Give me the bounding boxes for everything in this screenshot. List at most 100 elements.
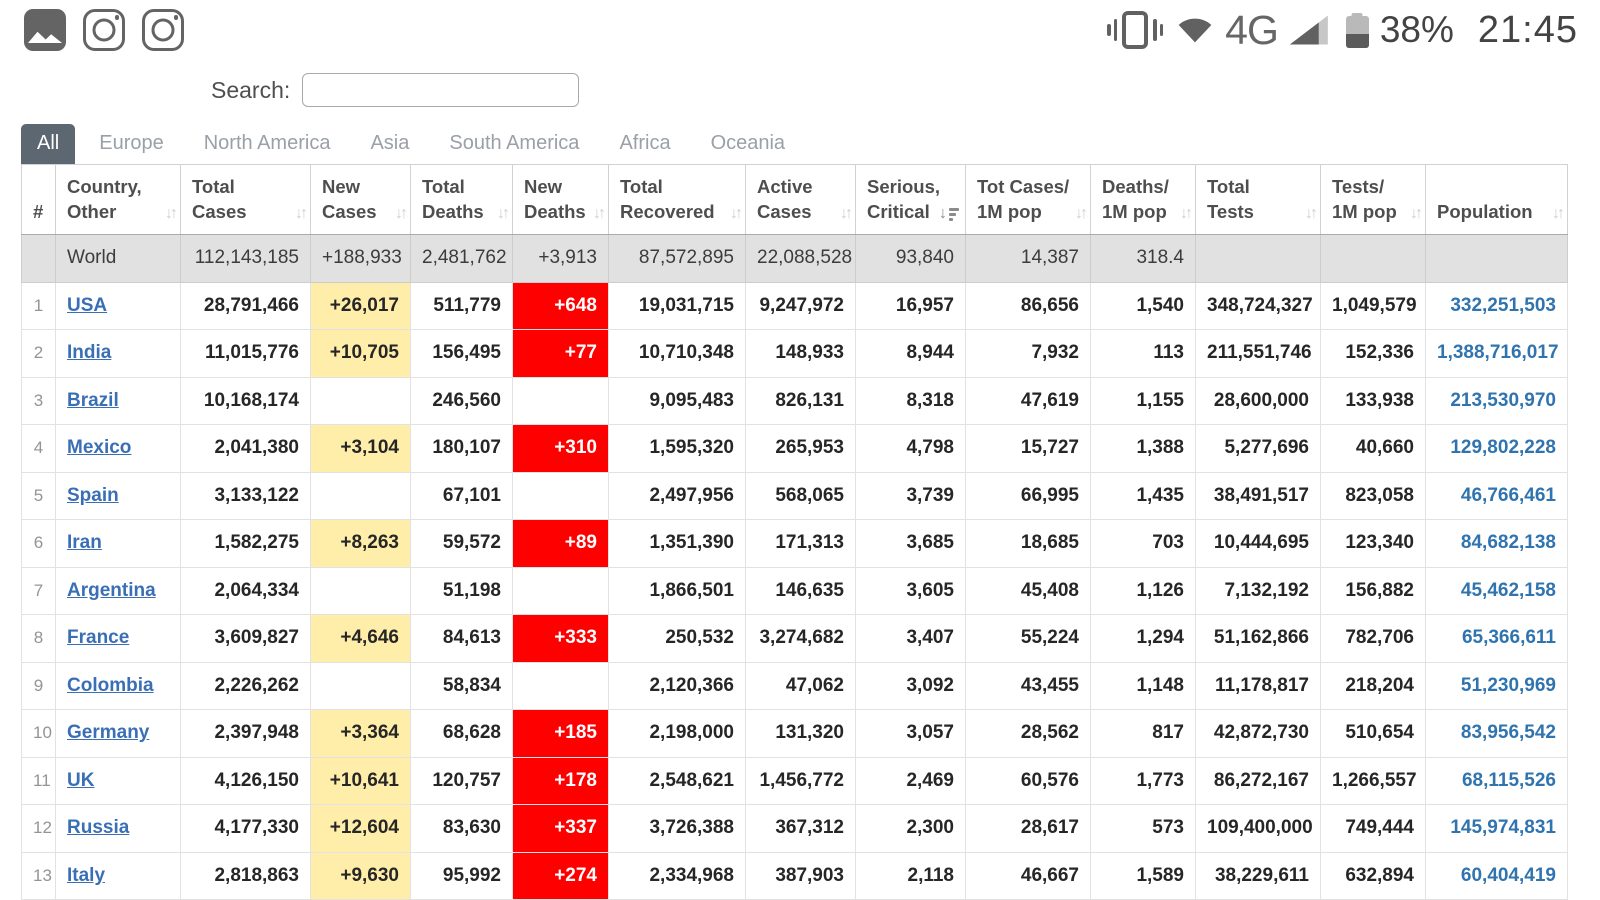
tab-all[interactable]: All	[21, 124, 76, 164]
population-cell	[1425, 234, 1568, 283]
table-row: 10 Germany 2,397,948 +3,364 68,628 +185 2,198,…	[21, 709, 1568, 758]
sort-icon: ↓↑	[1552, 205, 1565, 222]
country-link[interactable]: Russia	[67, 817, 130, 839]
population-link[interactable]: 68,115,526	[1461, 769, 1556, 791]
population-link[interactable]: 65,366,611	[1461, 627, 1556, 649]
tab-europe[interactable]: Europe	[99, 132, 164, 154]
col-header-new_deaths[interactable]: New Deaths ↓↑	[512, 164, 609, 235]
country-link[interactable]: Brazil	[67, 389, 119, 411]
country-cell: India	[55, 329, 181, 378]
deaths_1m-cell: 1,773	[1090, 756, 1196, 805]
deaths_1m-cell: 1,589	[1090, 851, 1196, 900]
country-link[interactable]: Iran	[67, 532, 102, 554]
serious_critical-cell: 8,318	[855, 376, 966, 425]
col-header-population[interactable]: Population ↓↑	[1425, 164, 1568, 235]
col-header-total_cases[interactable]: Total Cases ↓↑	[180, 164, 311, 235]
col-header-tot_cases_1m[interactable]: Tot Cases/1M pop ↓↑	[965, 164, 1091, 235]
serious_critical-cell: 3,057	[855, 709, 966, 758]
active_cases-cell: 146,635	[745, 566, 856, 615]
tests_1m-cell: 40,660	[1320, 424, 1426, 473]
col-header-serious_critical[interactable]: Serious, Critical ↓	[855, 164, 966, 235]
tab-asia[interactable]: Asia	[370, 132, 410, 154]
population-link[interactable]: 84,682,138	[1460, 532, 1556, 554]
country-link[interactable]: Mexico	[67, 437, 132, 459]
tab-oceania[interactable]: Oceania	[710, 132, 786, 154]
country-cell: World	[55, 234, 181, 283]
country-cell: USA	[55, 281, 181, 330]
total_deaths-cell: 120,757	[410, 756, 513, 805]
total_cases-cell: 2,818,863	[180, 851, 311, 900]
population-link[interactable]: 213,530,970	[1450, 389, 1556, 411]
tab-north-america[interactable]: North America	[203, 132, 331, 154]
col-header-deaths_1m[interactable]: Deaths/1M pop ↓↑	[1090, 164, 1196, 235]
search-input[interactable]	[302, 73, 580, 107]
clock: 21:45	[1477, 8, 1578, 51]
total_tests-cell: 211,551,746	[1195, 329, 1321, 378]
active_cases-cell: 47,062	[745, 661, 856, 710]
status-bar: 4G 38% 21:45	[0, 0, 1600, 60]
serious_critical-cell: 4,798	[855, 424, 966, 473]
total_cases-cell: 112,143,185	[180, 234, 311, 283]
population-link[interactable]: 51,230,969	[1460, 674, 1556, 696]
population-cell: 60,404,419	[1425, 851, 1568, 900]
new_deaths-cell: +77	[512, 329, 609, 378]
country-link[interactable]: Italy	[67, 864, 106, 886]
population-cell: 1,388,716,017	[1425, 329, 1568, 378]
country-link[interactable]: Germany	[67, 722, 150, 744]
col-header-total_deaths[interactable]: Total Deaths ↓↑	[410, 164, 513, 235]
population-link[interactable]: 45,462,158	[1460, 579, 1556, 601]
col-header-country[interactable]: Country, Other ↓↑	[55, 164, 181, 235]
sort-icon: ↓↑	[730, 205, 743, 222]
col-header-total_recovered[interactable]: Total Recovered ↓↑	[608, 164, 746, 235]
population-link[interactable]: 129,802,228	[1450, 437, 1556, 459]
total_cases-cell: 28,791,466	[180, 281, 311, 330]
total_recovered-cell: 19,031,715	[608, 281, 746, 330]
row-index: 8	[21, 614, 56, 663]
country-link[interactable]: USA	[67, 294, 108, 316]
country-cell: Colombia	[55, 661, 181, 710]
col-header-total_tests[interactable]: Total Tests ↓↑	[1195, 164, 1321, 235]
population-link[interactable]: 83,956,542	[1460, 722, 1556, 744]
wifi-icon	[1177, 16, 1213, 44]
country-link[interactable]: India	[67, 342, 112, 364]
population-link[interactable]: 46,766,461	[1460, 484, 1556, 506]
deaths_1m-cell: 1,294	[1090, 614, 1196, 663]
new_cases-cell: +12,604	[310, 804, 411, 853]
col-header-new_cases[interactable]: New Cases ↓↑	[310, 164, 411, 235]
new_deaths-cell: +178	[512, 756, 609, 805]
country-link[interactable]: France	[67, 627, 130, 649]
total_cases-cell: 2,226,262	[180, 661, 311, 710]
deaths_1m-cell: 113	[1090, 329, 1196, 378]
tests_1m-cell: 823,058	[1320, 471, 1426, 520]
total_deaths-cell: 83,630	[410, 804, 513, 853]
col-header-active_cases[interactable]: Active Cases ↓↑	[745, 164, 856, 235]
population-link[interactable]: 145,974,831	[1450, 817, 1556, 839]
population-link[interactable]: 332,251,503	[1450, 294, 1556, 316]
population-link[interactable]: 60,404,419	[1460, 864, 1556, 886]
new_cases-cell: +10,705	[310, 329, 411, 378]
country-cell: Russia	[55, 804, 181, 853]
population-cell: 83,956,542	[1425, 709, 1568, 758]
population-link[interactable]: 1,388,716,017	[1437, 342, 1559, 364]
country-link[interactable]: Colombia	[67, 674, 154, 696]
new_cases-cell	[310, 566, 411, 615]
country-link[interactable]: Spain	[67, 484, 119, 506]
serious_critical-cell: 3,407	[855, 614, 966, 663]
new_deaths-cell: +310	[512, 424, 609, 473]
total_deaths-cell: 180,107	[410, 424, 513, 473]
tab-africa[interactable]: Africa	[619, 132, 671, 154]
table-row: 11 UK 4,126,150 +10,641 120,757 +178 2,548,621…	[21, 756, 1568, 805]
deaths_1m-cell: 1,148	[1090, 661, 1196, 710]
new_deaths-cell: +333	[512, 614, 609, 663]
country-link[interactable]: Argentina	[67, 579, 156, 601]
col-header-tests_1m[interactable]: Tests/1M pop ↓↑	[1320, 164, 1426, 235]
total_recovered-cell: 2,548,621	[608, 756, 746, 805]
serious_critical-cell: 2,469	[855, 756, 966, 805]
active_cases-cell: 265,953	[745, 424, 856, 473]
total_deaths-cell: 51,198	[410, 566, 513, 615]
deaths_1m-cell: 817	[1090, 709, 1196, 758]
new_deaths-cell: +648	[512, 281, 609, 330]
sort-icon: ↓↑	[165, 205, 178, 222]
country-link[interactable]: UK	[67, 769, 95, 791]
tab-south-america[interactable]: South America	[449, 132, 580, 154]
